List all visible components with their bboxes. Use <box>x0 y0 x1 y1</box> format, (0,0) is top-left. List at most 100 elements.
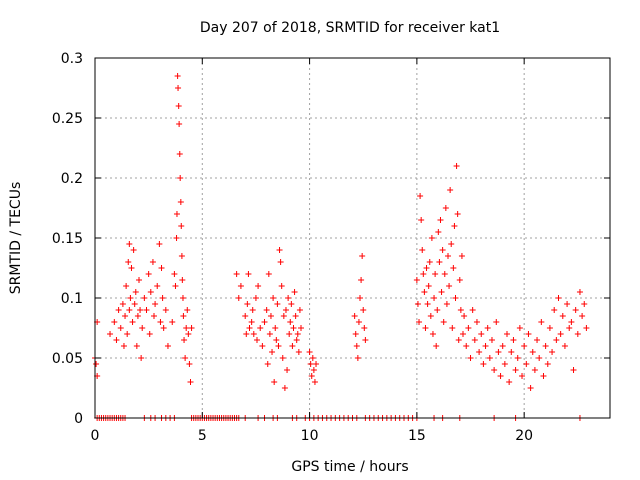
data-point <box>125 259 132 265</box>
data-point <box>491 367 498 373</box>
data-point <box>139 325 146 331</box>
y-tick-label: 0 <box>74 411 83 427</box>
data-point <box>422 325 429 331</box>
data-point <box>248 319 255 325</box>
data-point <box>287 319 294 325</box>
data-point <box>111 319 118 325</box>
data-point <box>418 217 425 223</box>
data-point <box>568 319 575 325</box>
data-point <box>274 301 281 307</box>
data-point <box>427 313 434 319</box>
data-point <box>506 379 513 385</box>
data-point <box>484 325 491 331</box>
data-point <box>250 331 257 337</box>
data-point <box>432 271 439 277</box>
data-point <box>286 331 293 337</box>
data-point <box>265 271 272 277</box>
data-point <box>417 193 424 199</box>
data-point <box>169 319 176 325</box>
data-point <box>439 247 446 253</box>
data-point <box>160 325 167 331</box>
y-tick-label: 0.1 <box>61 291 83 307</box>
data-point <box>553 337 560 343</box>
data-point <box>177 175 184 181</box>
data-point <box>273 337 280 343</box>
data-point <box>454 211 461 217</box>
data-point <box>495 349 502 355</box>
data-point <box>158 265 165 271</box>
data-point <box>499 343 506 349</box>
data-point <box>171 271 178 277</box>
x-tick-label: 15 <box>408 428 426 444</box>
data-point <box>126 241 133 247</box>
y-axis-label: SRMTID / TECUs <box>8 182 24 295</box>
data-point <box>357 295 364 301</box>
data-point <box>493 319 500 325</box>
data-point <box>555 295 562 301</box>
data-point <box>245 271 252 277</box>
data-point <box>542 343 549 349</box>
data-point <box>310 367 317 373</box>
data-point <box>516 325 523 331</box>
data-point <box>127 295 134 301</box>
data-point <box>298 325 304 331</box>
data-point <box>261 319 268 325</box>
data-point <box>257 325 264 331</box>
data-point <box>437 217 444 223</box>
data-point <box>115 307 122 313</box>
data-point <box>93 361 100 367</box>
data-point <box>504 331 510 337</box>
data-point <box>242 313 249 319</box>
data-point <box>146 331 153 337</box>
data-point <box>448 241 455 247</box>
x-tick-label: 20 <box>515 428 533 444</box>
data-point <box>447 187 454 193</box>
data-point <box>352 331 359 337</box>
data-point <box>293 337 300 343</box>
data-point <box>122 313 129 319</box>
data-point <box>501 361 508 367</box>
data-point <box>307 361 314 367</box>
data-point <box>162 307 169 313</box>
data-point <box>291 289 298 295</box>
data-point <box>141 295 148 301</box>
data-point <box>469 307 476 313</box>
data-point <box>277 259 284 265</box>
data-point <box>289 343 296 349</box>
data-point <box>413 277 420 283</box>
data-point <box>259 343 266 349</box>
data-point <box>147 289 154 295</box>
data-point <box>264 361 271 367</box>
data-point <box>581 301 588 307</box>
data-point <box>233 271 240 277</box>
data-point <box>119 301 126 307</box>
data-point <box>465 325 472 331</box>
data-point <box>512 367 519 373</box>
data-point <box>173 235 180 241</box>
data-point <box>450 265 457 271</box>
data-point <box>480 361 487 367</box>
data-point <box>124 331 131 337</box>
data-point <box>133 343 140 349</box>
data-point <box>434 307 441 313</box>
data-point <box>361 325 368 331</box>
data-point <box>451 223 458 229</box>
data-point <box>178 223 185 229</box>
data-point <box>486 355 493 361</box>
data-point <box>583 325 590 331</box>
y-tick-label: 0.15 <box>52 231 83 247</box>
data-point <box>443 301 450 307</box>
data-point <box>540 373 547 379</box>
data-point <box>497 373 504 379</box>
data-point <box>452 295 459 301</box>
data-point <box>132 289 139 295</box>
data-point <box>156 241 163 247</box>
data-point <box>544 361 551 367</box>
data-point <box>281 385 288 391</box>
data-point <box>285 295 292 301</box>
data-point <box>444 253 451 259</box>
data-point <box>531 367 538 373</box>
data-point <box>355 319 362 325</box>
data-point <box>284 367 291 373</box>
